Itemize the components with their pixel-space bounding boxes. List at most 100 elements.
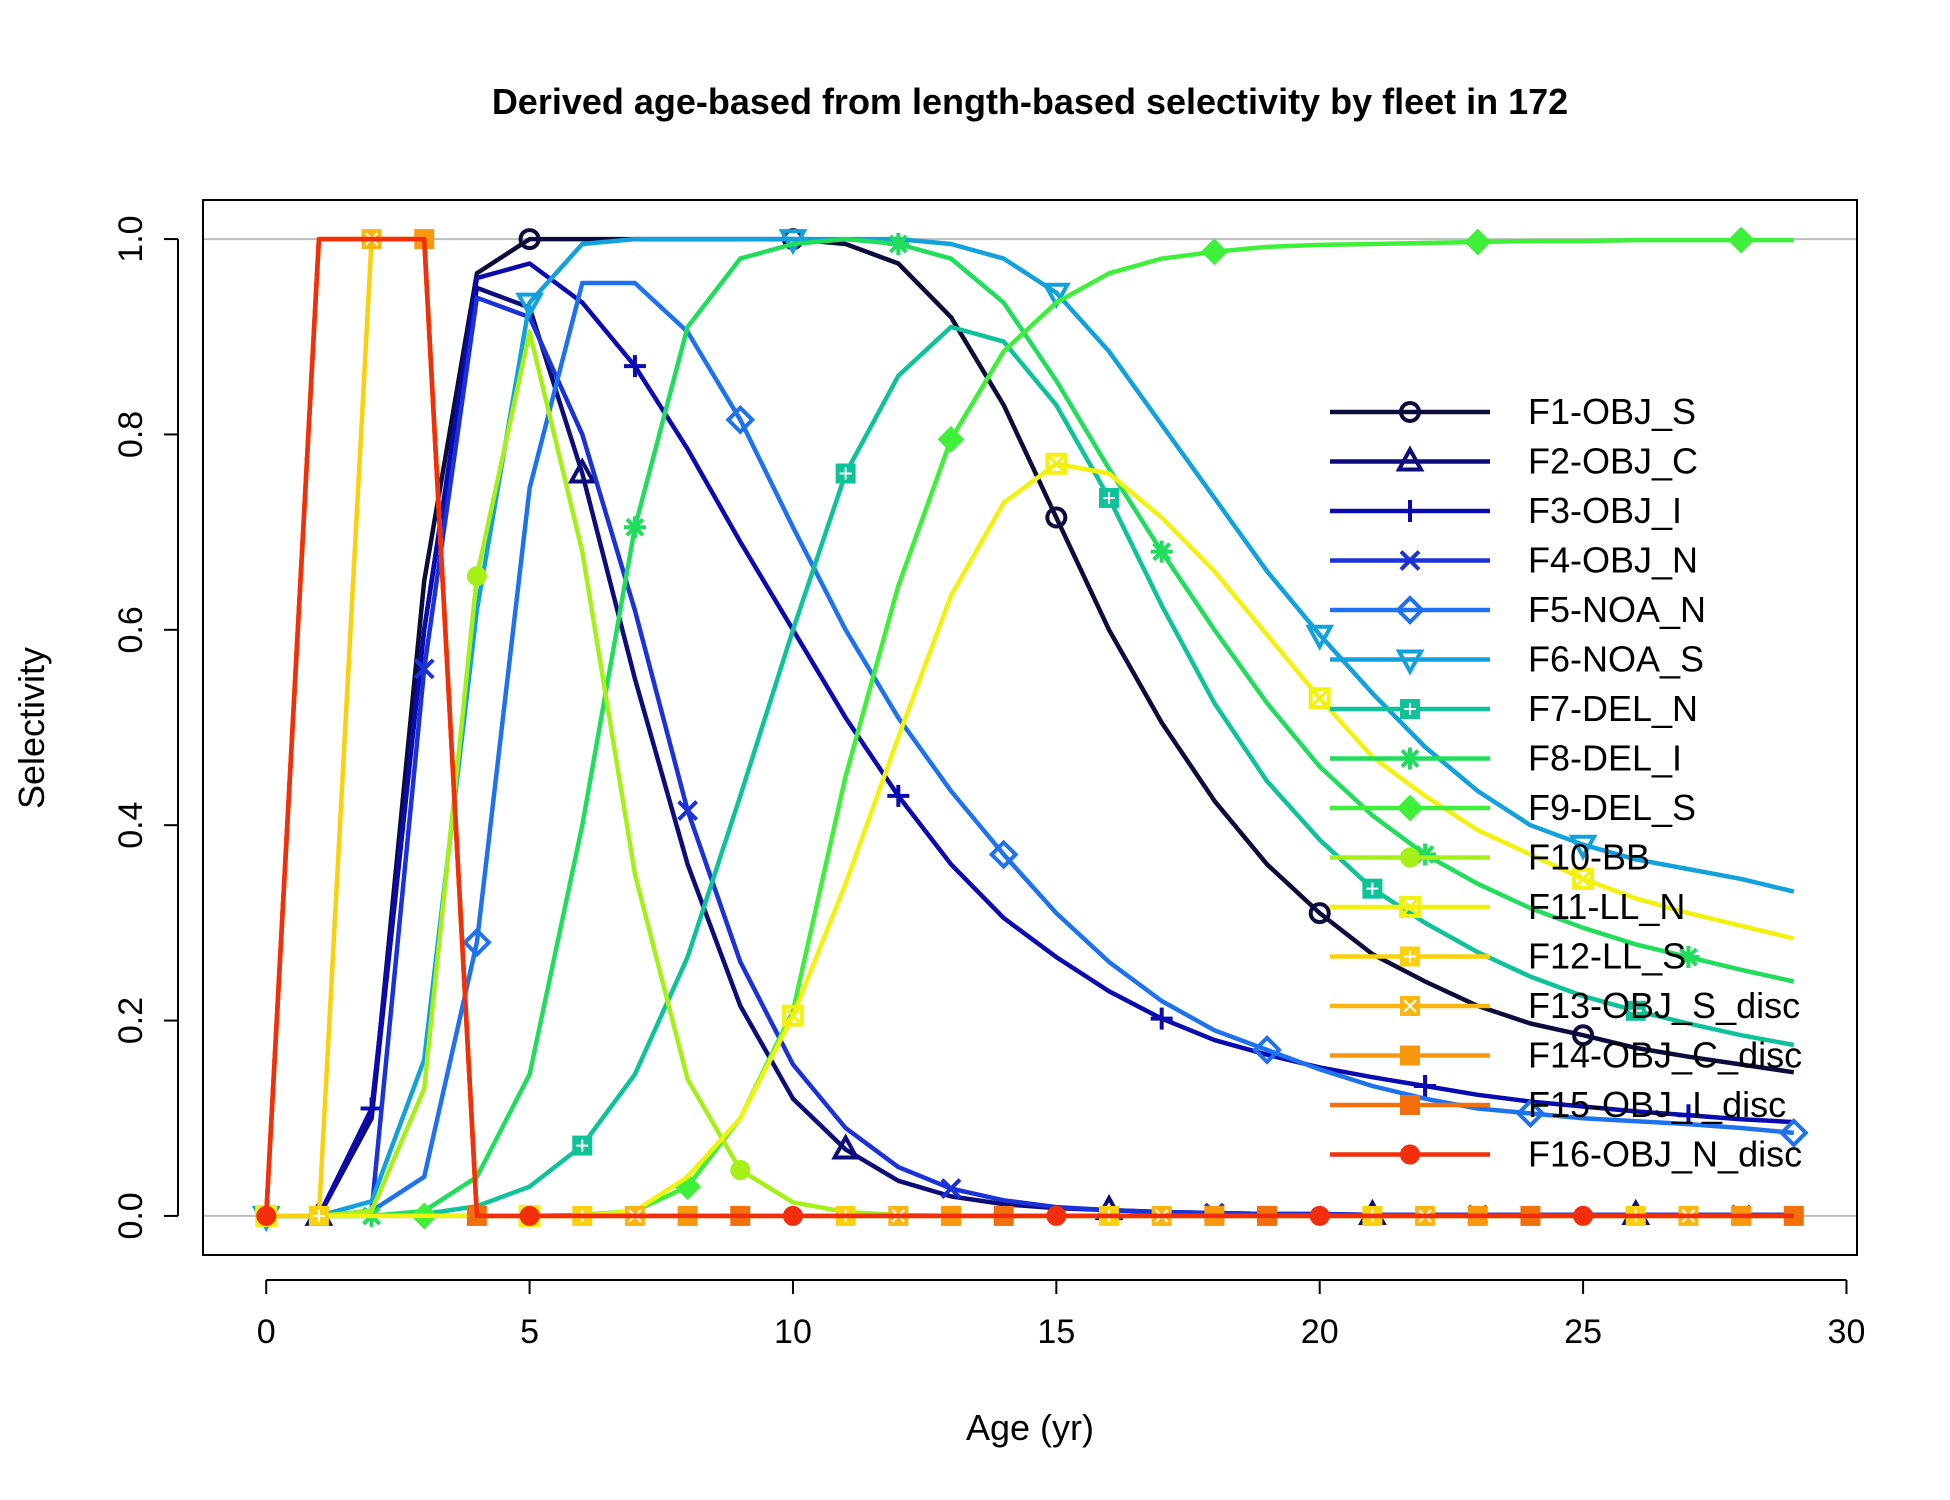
- data-point: [887, 232, 910, 255]
- data-point: [725, 404, 756, 435]
- legend-item: F3-OBJ_I: [1330, 490, 1682, 531]
- data-point: [519, 1205, 540, 1226]
- legend-label: F5-NOA_N: [1528, 589, 1706, 630]
- data-point: [360, 1097, 383, 1120]
- data-point: [782, 1205, 803, 1226]
- legend-label: F16-OBJ_N_disc: [1528, 1134, 1802, 1175]
- legend-marker-inner: [1399, 896, 1421, 918]
- data-point-inner: [1629, 1004, 1642, 1017]
- legend: F1-OBJ_S F2-OBJ_C F3-OBJ_I F4-OBJ_N F5-NOA_N…: [1330, 391, 1802, 1175]
- data-point: [1150, 540, 1173, 563]
- legend-item: F9-DEL_S: [1330, 787, 1696, 828]
- data-point-inner: [1573, 868, 1594, 889]
- legend-marker: [1399, 550, 1421, 571]
- data-point: [1464, 228, 1492, 256]
- data-point: [831, 1133, 861, 1160]
- x-tick-label-4: 20: [1301, 1313, 1339, 1351]
- legend-item: F5-NOA_N: [1330, 589, 1706, 630]
- data-point: [988, 839, 1019, 870]
- legend-item: F2-OBJ_C: [1330, 441, 1698, 482]
- data-point: [1041, 282, 1071, 309]
- y-tick-label-5: 1.0: [112, 215, 150, 262]
- data-point-inner: [312, 1209, 325, 1222]
- series-line-F8-DEL_I: [266, 236, 1795, 1219]
- legend-item: F7-DEL_N: [1330, 688, 1698, 729]
- data-point: [1778, 1118, 1809, 1148]
- data-point-inner: [576, 1139, 589, 1152]
- series-F12-LL_S: [266, 236, 1794, 1226]
- data-point: [1046, 1205, 1067, 1226]
- legend-marker-inner: [1404, 950, 1416, 963]
- legend-item: F8-DEL_I: [1330, 738, 1682, 779]
- x-tick-label-5: 25: [1564, 1313, 1602, 1351]
- data-point: [1200, 238, 1228, 266]
- data-point: [937, 425, 965, 453]
- x-tick-label-3: 15: [1037, 1313, 1075, 1351]
- series-F16-OBJ_N_disc: [256, 236, 1794, 1226]
- data-point: [778, 229, 808, 256]
- legend-label: F11-LL_N: [1528, 886, 1685, 927]
- legend-marker: [1400, 1095, 1420, 1115]
- x-tick-label-6: 30: [1828, 1313, 1866, 1351]
- legend-item: F12-LL_S: [1330, 936, 1686, 977]
- data-point: [677, 800, 699, 821]
- data-point: [1308, 902, 1331, 925]
- x-tick-label-1: 5: [520, 1313, 539, 1351]
- legend-item: F14-OBJ_C_disc: [1330, 1035, 1802, 1076]
- data-point: [462, 927, 492, 958]
- data-point: [730, 1160, 751, 1181]
- legend-label: F1-OBJ_S: [1528, 391, 1696, 432]
- plot-frame: [202, 199, 1858, 1256]
- data-point: [940, 1178, 962, 1199]
- legend-item: F15-OBJ_I_disc: [1330, 1084, 1786, 1125]
- legend-marker: [1399, 747, 1421, 770]
- legend-marker: [1400, 1144, 1420, 1165]
- legend-item: F4-OBJ_N: [1330, 540, 1698, 581]
- legend-label: F13-OBJ_S_disc: [1528, 985, 1800, 1026]
- data-point: [256, 1205, 277, 1226]
- y-axis-label: Selectivity: [11, 647, 52, 809]
- data-point: [1150, 1007, 1173, 1030]
- data-point: [1572, 867, 1595, 890]
- legend-marker: [1399, 401, 1421, 423]
- data-point: [1045, 506, 1068, 529]
- data-point: [518, 228, 541, 251]
- x-tick-label-0: 0: [257, 1313, 276, 1351]
- data-point: [1727, 226, 1755, 254]
- legend-marker: [1400, 847, 1420, 868]
- legend-label: F3-OBJ_I: [1528, 490, 1682, 531]
- data-point: [1252, 1035, 1282, 1065]
- legend-label: F6-NOA_S: [1528, 639, 1704, 680]
- data-point-inner: [1366, 882, 1379, 895]
- legend-marker: [1395, 595, 1425, 625]
- series-F3-OBJ_I: [266, 261, 1794, 1219]
- data-point: [1573, 1205, 1594, 1226]
- y-tick-label-2: 0.4: [112, 802, 150, 849]
- data-point: [781, 1004, 804, 1027]
- legend-label: F8-DEL_I: [1528, 738, 1682, 779]
- legend-marker: [1399, 896, 1421, 918]
- series-F15-OBJ_I_disc: [263, 236, 1804, 1226]
- plot-area: 0 5 10 15 20 25 30 0.0 0.2 0.4 0.6 0.8 1.0 F1-OBJ_S F2…: [112, 199, 1866, 1351]
- legend-label: F7-DEL_N: [1528, 688, 1698, 729]
- legend-item: F11-LL_N: [1330, 886, 1685, 927]
- data-point: [623, 516, 646, 539]
- legend-marker: [1395, 649, 1425, 676]
- x-axis-label: Age (yr): [966, 1407, 1094, 1448]
- data-point-inner: [839, 467, 852, 480]
- series-F6-NOA_S: [251, 229, 1795, 1233]
- data-point: [1309, 1205, 1330, 1226]
- legend-label: F12-LL_S: [1528, 936, 1686, 977]
- data-point: [623, 355, 646, 378]
- data-point: [515, 292, 544, 319]
- legend-marker-inner: [1404, 703, 1416, 715]
- data-point: [1414, 843, 1437, 866]
- data-point: [1305, 624, 1335, 651]
- data-point-inner: [1103, 491, 1116, 504]
- legend-label: F4-OBJ_N: [1528, 540, 1698, 581]
- legend-marker: [1396, 794, 1424, 822]
- data-point: [567, 457, 597, 484]
- data-point: [1045, 452, 1068, 475]
- legend-label: F15-OBJ_I_disc: [1528, 1084, 1786, 1125]
